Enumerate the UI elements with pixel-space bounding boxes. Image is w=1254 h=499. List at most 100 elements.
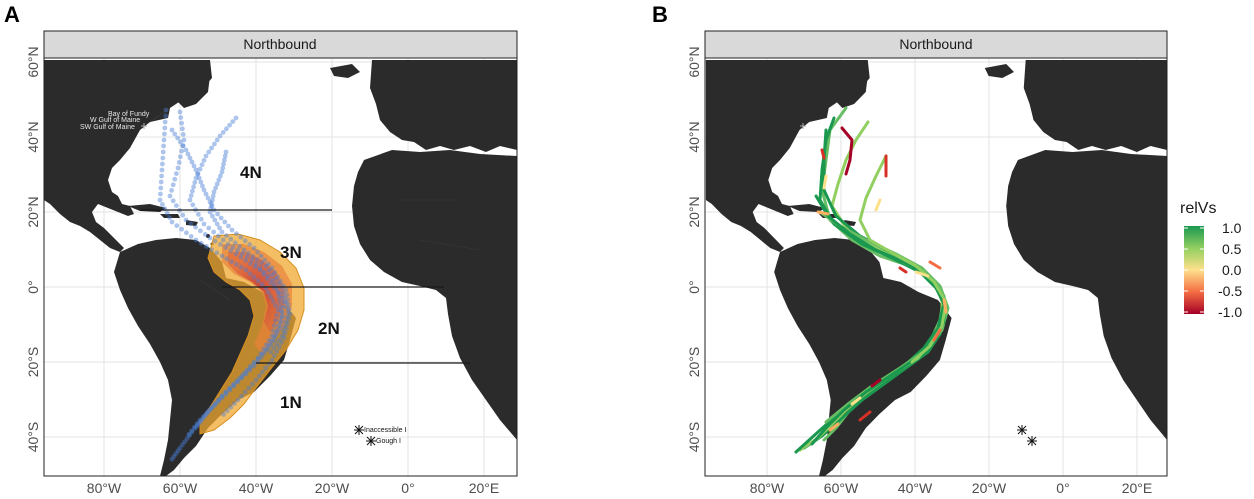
track-point (207, 235, 213, 241)
lat-tick: 0° (686, 280, 702, 293)
track-point (283, 300, 288, 305)
track-point (157, 197, 163, 203)
track-point (201, 414, 207, 419)
land-iceland (330, 64, 360, 78)
track-point (176, 160, 182, 165)
panel-b-y-axis: 60°N 40°N 20°N 0° 20°S 40°S (686, 46, 702, 452)
track-point (213, 400, 219, 406)
track-point (190, 202, 196, 208)
land-africa (1006, 150, 1168, 440)
track-point (230, 244, 236, 250)
track-point (251, 360, 257, 366)
track-point (162, 125, 168, 131)
panel-a-map: 4N 3N 2N 1N Bay of Fundy W Gulf of Maine… (44, 58, 517, 476)
track-point (280, 304, 286, 310)
track-point (212, 403, 217, 408)
track-point (252, 264, 258, 270)
track-point (258, 253, 264, 259)
zone-label-4n: 4N (240, 163, 262, 182)
zone-lines (140, 209, 470, 364)
track-point (169, 127, 175, 133)
track-point (257, 265, 263, 271)
track-point (191, 184, 197, 190)
zone-label-3n: 3N (280, 243, 302, 262)
track-point (177, 109, 183, 115)
track-point (226, 386, 232, 392)
track-point (249, 257, 255, 263)
track-point (227, 387, 233, 393)
track-point (173, 451, 179, 456)
track-point (205, 409, 211, 415)
track-point (238, 254, 244, 260)
track-point (241, 371, 247, 377)
track-point (282, 330, 288, 336)
track-point (190, 188, 195, 194)
track-point (238, 264, 244, 270)
track-point (178, 115, 184, 120)
track-point (179, 148, 185, 154)
track-point (269, 333, 275, 339)
track-point (209, 203, 215, 209)
track-point (214, 250, 220, 256)
track-point (212, 238, 218, 244)
track-point (208, 406, 214, 412)
land-africa (352, 150, 517, 440)
track-point (193, 175, 199, 181)
track-point (228, 404, 234, 410)
track-point (279, 315, 284, 320)
track-point (199, 162, 205, 168)
track-point (266, 343, 272, 348)
track-point (274, 348, 280, 354)
track-point (220, 237, 226, 243)
track-point (163, 113, 169, 119)
track-point (283, 319, 288, 324)
legend-tick: 0.5 (1222, 241, 1242, 257)
track-point (158, 191, 163, 197)
colony-marker-b (800, 123, 806, 129)
track-accent (816, 210, 830, 216)
track-accent (942, 298, 948, 314)
track-accent (874, 198, 882, 212)
track-point (197, 420, 203, 426)
track-point (224, 408, 230, 414)
track-point (160, 155, 166, 161)
track-point (180, 143, 186, 149)
track-point (229, 227, 235, 233)
track-point (174, 171, 179, 177)
track-point (255, 355, 261, 361)
lat-tick: 20°S (686, 347, 702, 378)
track-point (237, 244, 243, 249)
track-point (269, 357, 275, 363)
track-point (193, 224, 199, 230)
track-point (219, 393, 225, 399)
track-point (276, 281, 282, 286)
track-point (286, 316, 292, 322)
track-point (201, 187, 207, 193)
track-point (189, 429, 195, 435)
track-point (229, 259, 235, 264)
island-gough: Gough I (376, 438, 401, 445)
track-point (212, 401, 218, 407)
track-point (172, 131, 178, 137)
track-point (262, 350, 267, 356)
track-point (262, 257, 268, 263)
track-point (226, 223, 231, 229)
panel-b-letter: B (652, 2, 668, 27)
track-point (219, 229, 225, 235)
track-point (223, 390, 229, 395)
track-point (201, 221, 207, 227)
track-point (263, 365, 268, 371)
track-point (212, 217, 218, 223)
tracks-relvs (794, 106, 950, 454)
track-point (277, 325, 283, 331)
track-point (174, 203, 179, 209)
track-point (210, 213, 215, 219)
track-point (270, 298, 276, 304)
track-point (282, 295, 287, 300)
track-point (246, 250, 251, 256)
lon-tick: 80°W (87, 480, 122, 496)
track-point (278, 278, 283, 284)
track-accent (820, 148, 826, 160)
track-point (218, 173, 223, 179)
track-point (243, 369, 249, 375)
